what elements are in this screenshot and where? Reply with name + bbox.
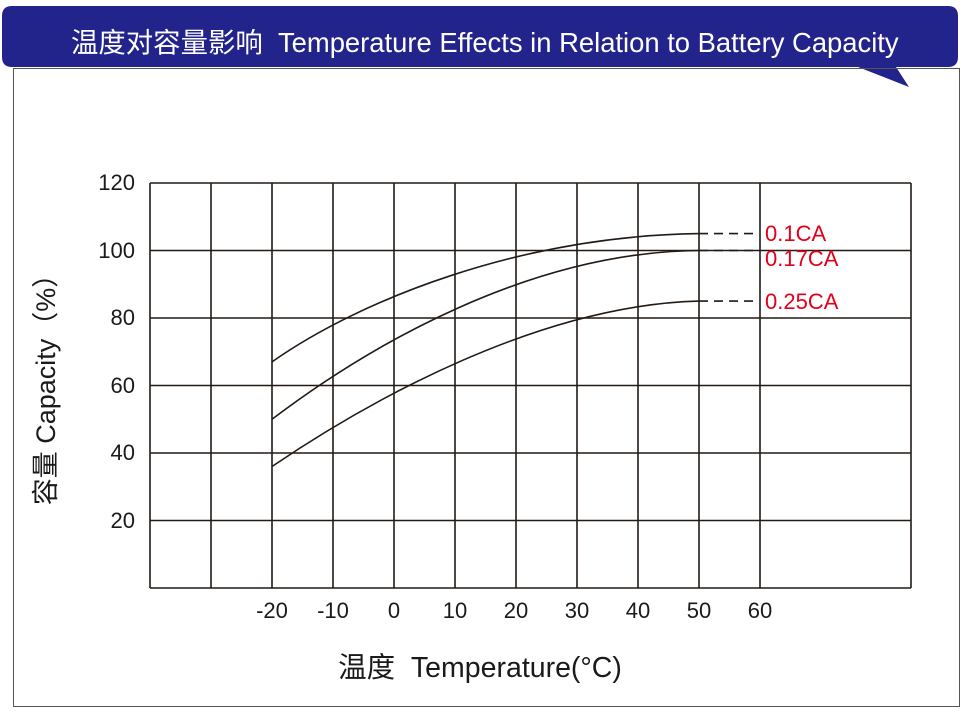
svg-text:0: 0 — [388, 598, 400, 623]
svg-text:0.1CA: 0.1CA — [765, 221, 826, 246]
svg-text:0.17CA: 0.17CA — [765, 246, 839, 271]
svg-text:0.25CA: 0.25CA — [765, 289, 839, 314]
svg-text:-20: -20 — [256, 598, 288, 623]
svg-text:40: 40 — [626, 598, 650, 623]
svg-text:20: 20 — [111, 508, 135, 533]
svg-text:80: 80 — [111, 305, 135, 330]
svg-text:10: 10 — [443, 598, 467, 623]
svg-text:120: 120 — [98, 170, 135, 195]
svg-text:60: 60 — [111, 373, 135, 398]
svg-text:60: 60 — [748, 598, 772, 623]
svg-text:40: 40 — [111, 440, 135, 465]
svg-text:30: 30 — [565, 598, 589, 623]
svg-text:-10: -10 — [317, 598, 349, 623]
svg-text:20: 20 — [504, 598, 528, 623]
svg-text:100: 100 — [98, 238, 135, 263]
svg-text:50: 50 — [687, 598, 711, 623]
